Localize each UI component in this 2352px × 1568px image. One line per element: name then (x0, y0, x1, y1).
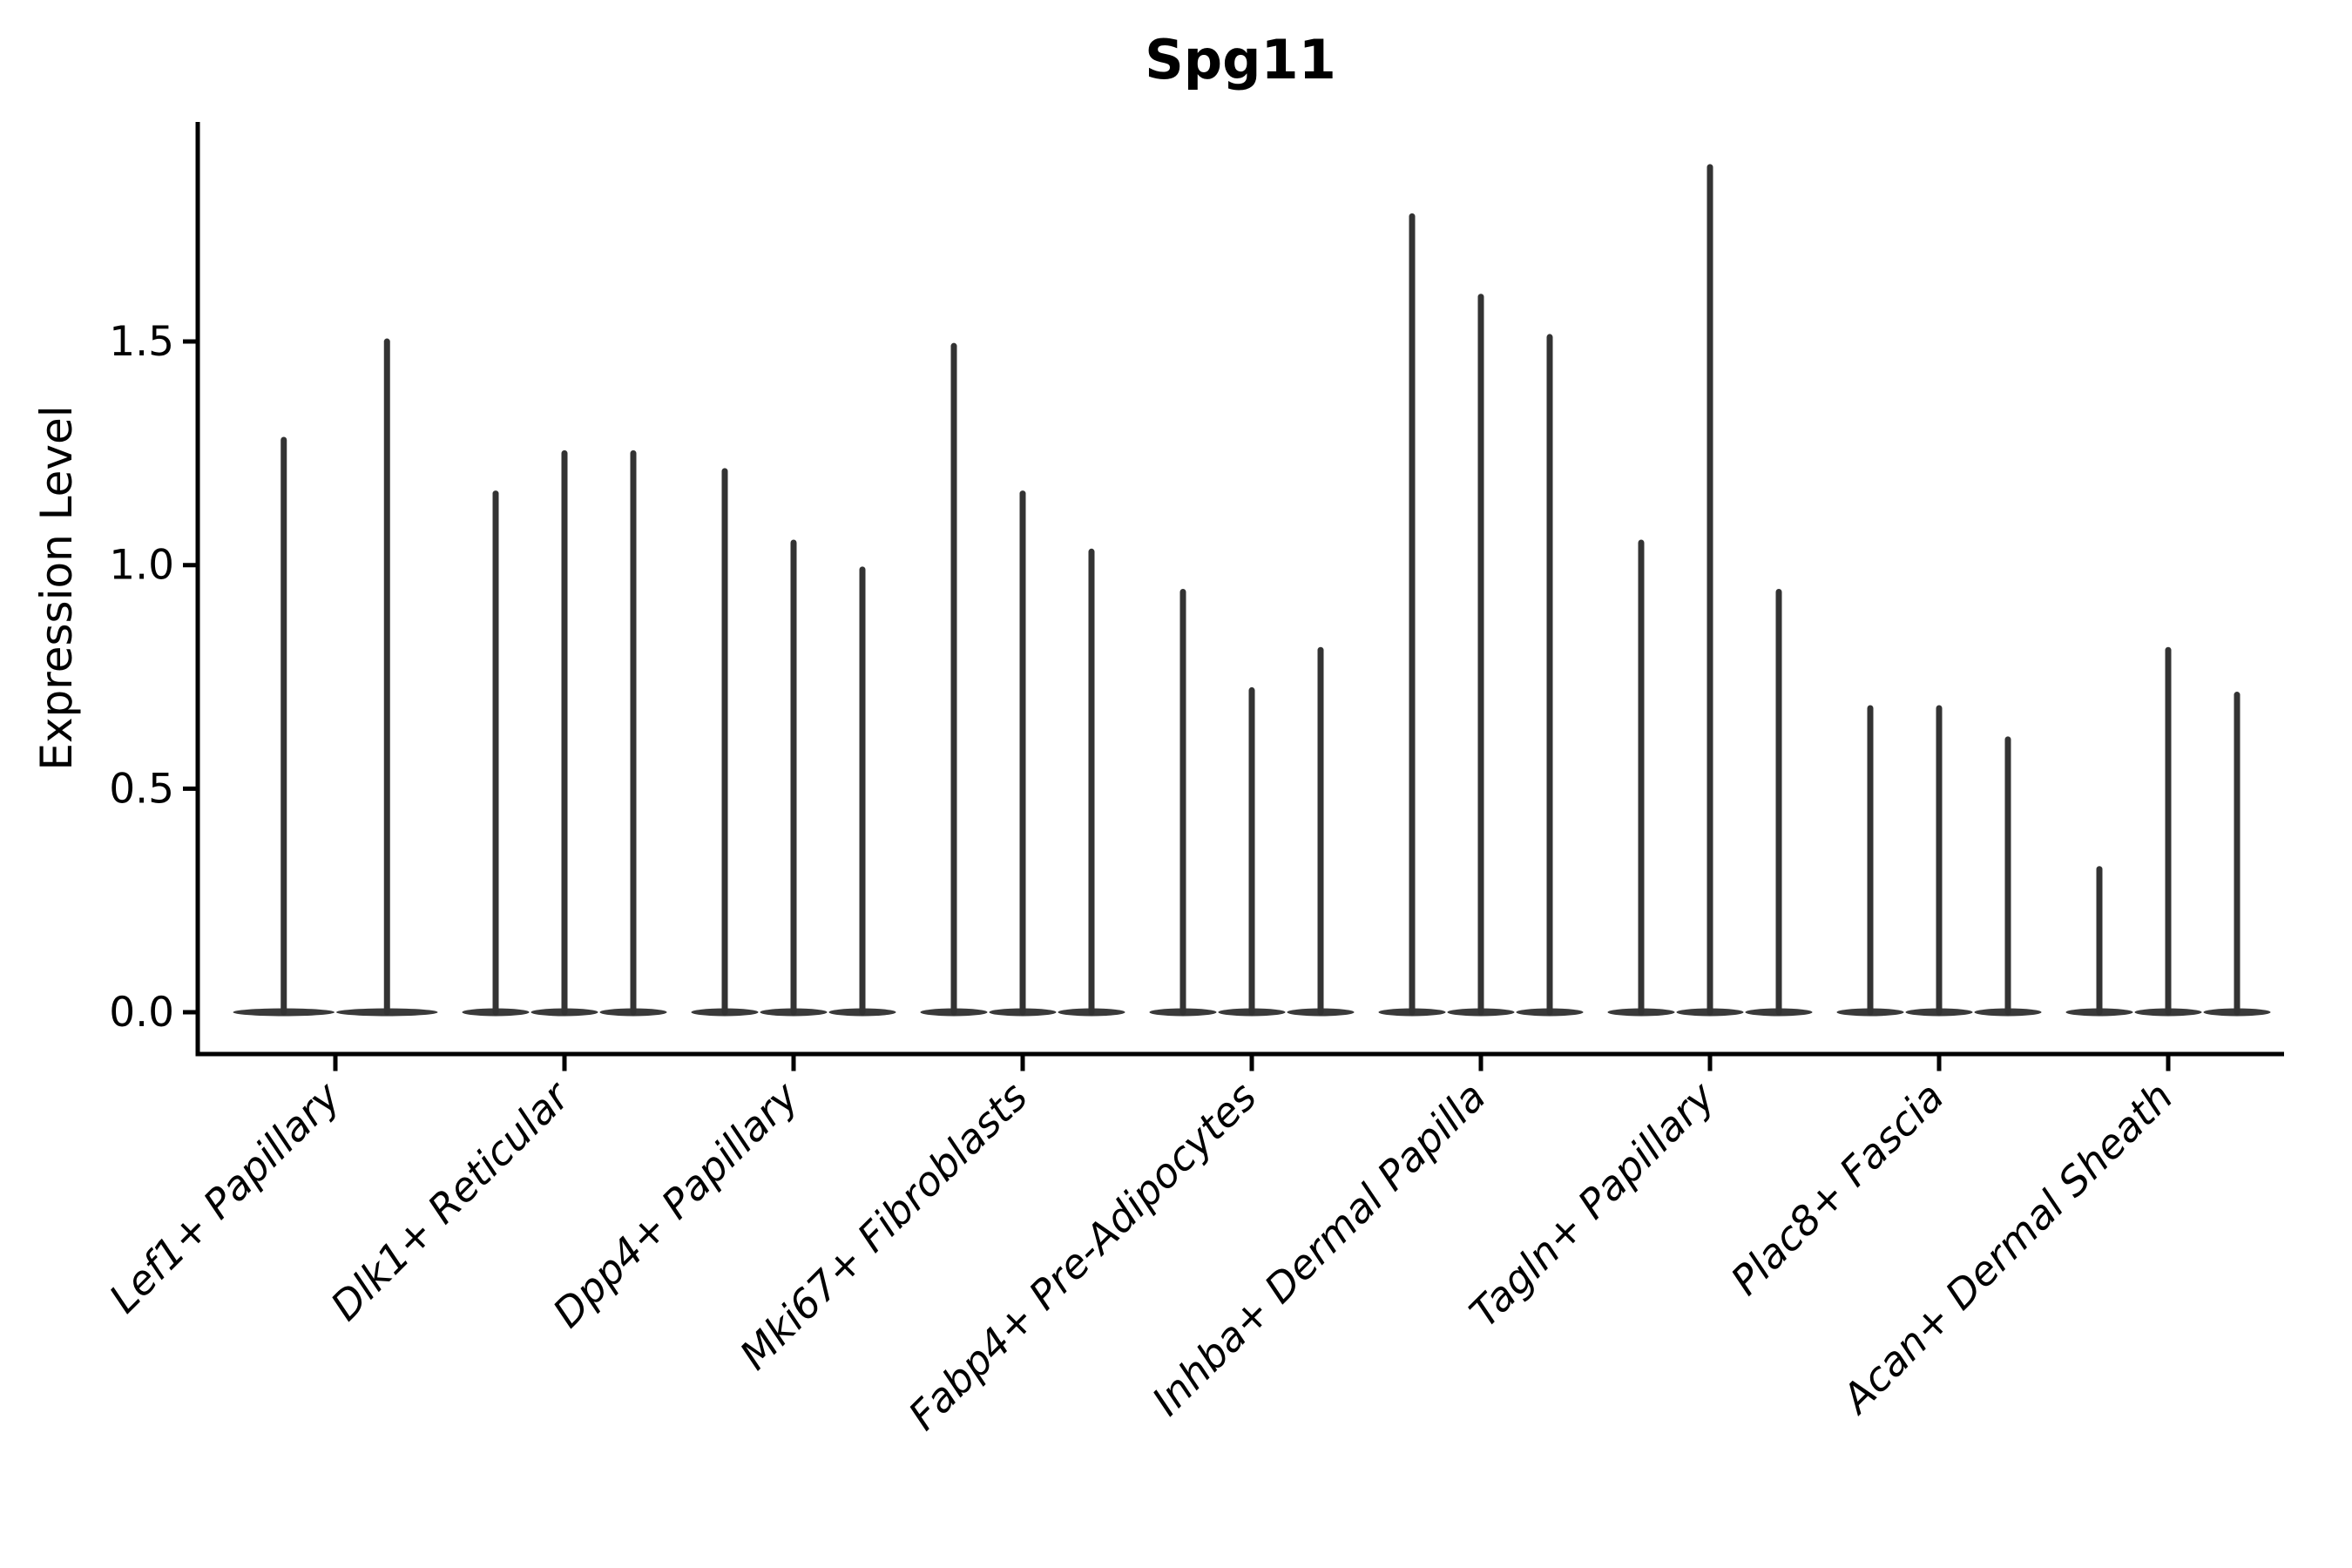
y-tick-label: 0.0 (109, 989, 174, 1037)
x-category-label: Lef1+ Papillary (100, 1072, 349, 1321)
chart-title: Spg11 (1145, 28, 1336, 91)
y-tick-label: 1.5 (109, 318, 174, 366)
x-category-label: Dlk1+ Reticular (321, 1071, 580, 1329)
y-tick-label: 1.0 (109, 542, 174, 590)
x-category-label: Plac8+ Fascia (1721, 1073, 1952, 1304)
x-category-label: Tagln+ Papillary (1460, 1072, 1724, 1336)
y-tick-label: 0.5 (109, 765, 174, 813)
y-axis-label: Expression Level (31, 405, 82, 770)
x-category-label: Dpp4+ Papillary (544, 1072, 808, 1336)
